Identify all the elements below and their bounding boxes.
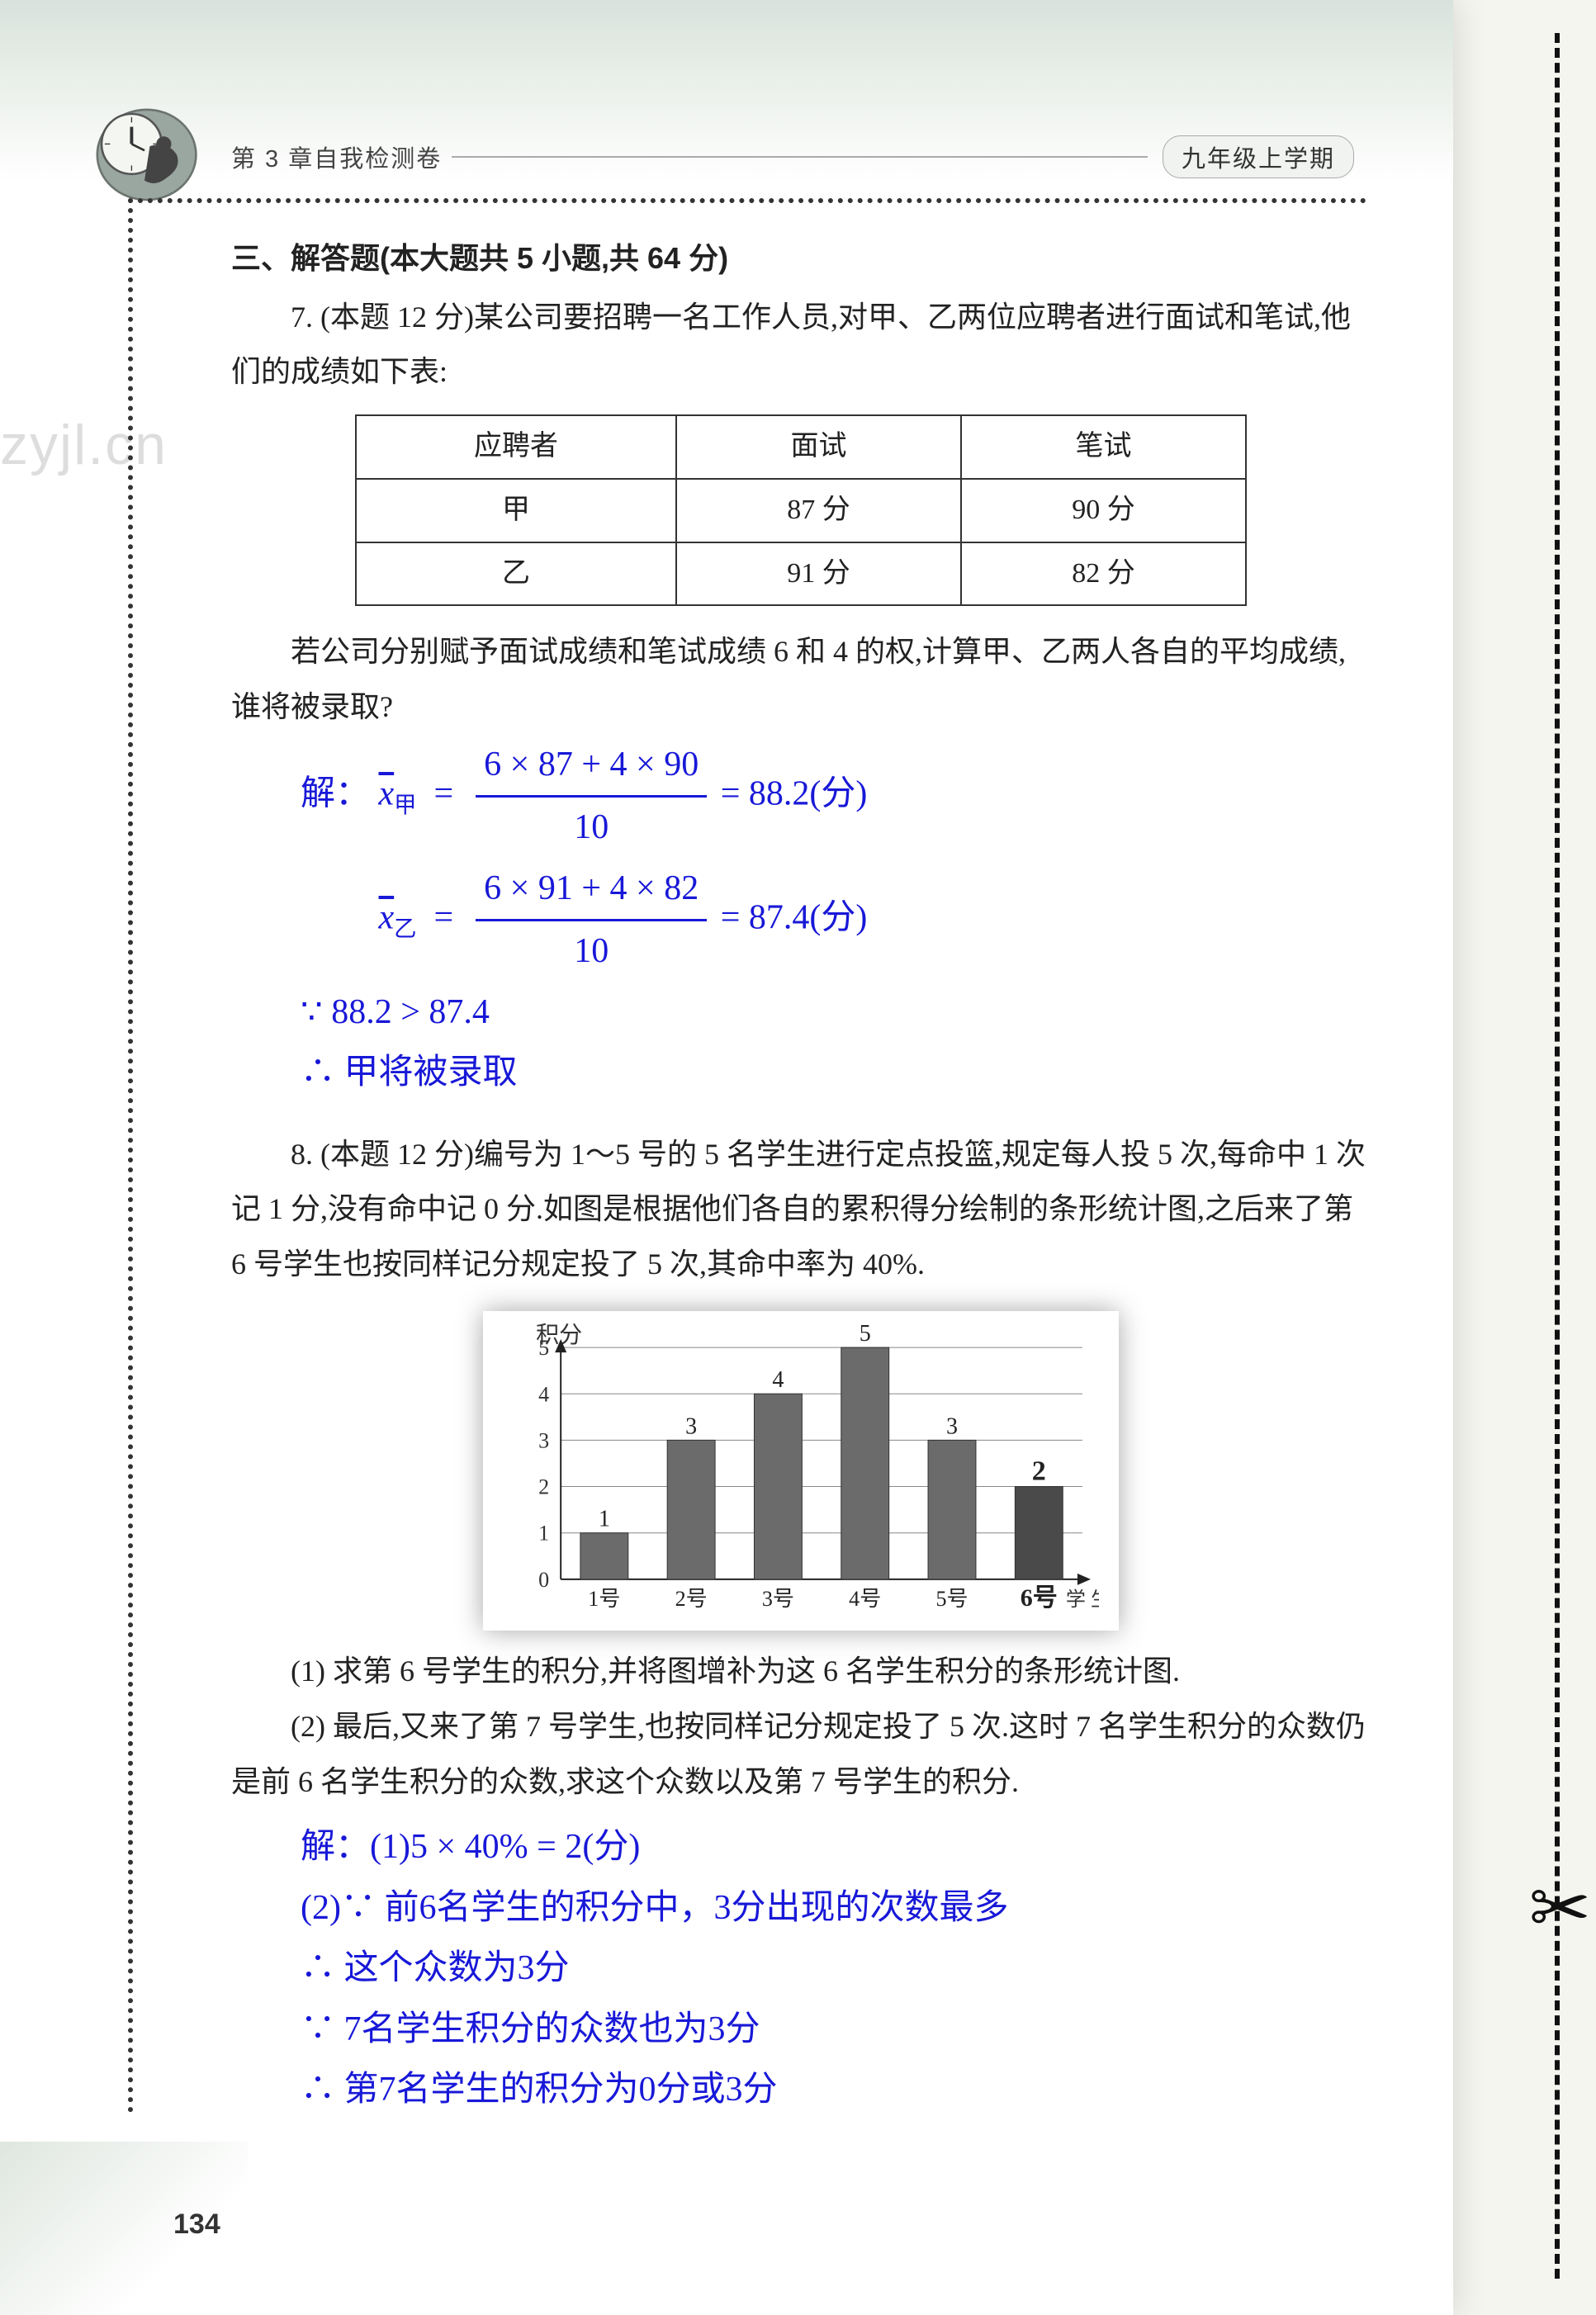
xbar: x bbox=[379, 774, 395, 812]
svg-text:4: 4 bbox=[772, 1368, 784, 1394]
answer-line: 解： x乙 = 6 × 91 + 4 × 82 10 = 87.4(分) bbox=[301, 859, 1371, 982]
table-row: 甲 87 分 90 分 bbox=[356, 479, 1246, 542]
xbar: x bbox=[379, 898, 395, 936]
answer-rhs: = 87.4(分) bbox=[721, 898, 868, 936]
section-3-title: 三、解答题(本大题共 5 小题,共 64 分) bbox=[231, 231, 1371, 286]
svg-text:1: 1 bbox=[538, 1522, 549, 1546]
q7-table: 应聘者 面试 笔试 甲 87 分 90 分 乙 91 分 82 分 bbox=[355, 414, 1247, 607]
subscript: 甲 bbox=[394, 793, 416, 817]
header-divider bbox=[452, 156, 1148, 158]
q8-sub2: (2) 最后,又来了第 7 号学生,也按同样记分规定投了 5 次.这时 7 名学… bbox=[231, 1699, 1371, 1809]
page: 第 3 章自我检测卷 九年级上学期 zyjl.cn 三、解答题(本大题共 5 小… bbox=[0, 0, 1453, 2315]
q7-answer: 解： x甲 = 6 × 87 + 4 × 90 10 = 88.2(分) 解： … bbox=[231, 735, 1371, 1104]
denominator: 10 bbox=[476, 921, 707, 982]
answer-prefix: 解： bbox=[301, 774, 370, 812]
bar-chart-svg: 积分01234511号32号43号54号35号26号学生编号 bbox=[503, 1323, 1099, 1621]
table-row: 乙 91 分 82 分 bbox=[356, 542, 1246, 606]
answer-line: 解：(1)5 × 40% = 2(分) bbox=[301, 1817, 1371, 1878]
table-row: 应聘者 面试 笔试 bbox=[356, 415, 1246, 479]
table-cell: 90 分 bbox=[961, 479, 1246, 542]
fraction: 6 × 87 + 4 × 90 10 bbox=[476, 735, 707, 859]
svg-text:3: 3 bbox=[946, 1414, 958, 1440]
svg-text:4: 4 bbox=[538, 1383, 549, 1407]
answer-line: ∴ 甲将被录取 bbox=[301, 1043, 1371, 1104]
svg-text:3: 3 bbox=[538, 1429, 549, 1453]
grade-badge: 九年级上学期 bbox=[1163, 135, 1354, 178]
q8-stem: 8. (本题 12 分)编号为 1～5 号的 5 名学生进行定点投篮,规定每人投… bbox=[231, 1127, 1371, 1292]
table-header: 应聘者 bbox=[356, 415, 676, 479]
table-cell: 87 分 bbox=[676, 479, 961, 542]
q8-chart: 积分01234511号32号43号54号35号26号学生编号 bbox=[483, 1311, 1119, 1631]
answer-line: ∵ 7名学生积分的众数也为3分 bbox=[301, 2000, 1371, 2061]
svg-text:5: 5 bbox=[860, 1323, 871, 1347]
svg-text:4号: 4号 bbox=[849, 1587, 881, 1611]
numerator: 6 × 91 + 4 × 82 bbox=[476, 859, 707, 922]
svg-text:5: 5 bbox=[538, 1337, 549, 1361]
table-cell: 91 分 bbox=[676, 542, 961, 606]
header-row: 第 3 章自我检测卷 九年级上学期 bbox=[91, 103, 1354, 211]
watermark: zyjl.cn bbox=[0, 413, 168, 477]
table-cell: 乙 bbox=[356, 542, 676, 606]
clock-runner-icon bbox=[91, 103, 198, 211]
scissors-icon: ✂ bbox=[1529, 1865, 1591, 1952]
numerator: 6 × 87 + 4 × 90 bbox=[476, 735, 707, 798]
answer-line: ∵ 88.2 > 87.4 bbox=[301, 982, 1371, 1044]
svg-text:2号: 2号 bbox=[675, 1587, 708, 1611]
svg-text:2: 2 bbox=[1032, 1456, 1046, 1487]
q7-stem-1: 7. (本题 12 分)某公司要招聘一名工作人员,对甲、乙两位应聘者进行面试和笔… bbox=[231, 290, 1371, 400]
content-area: 三、解答题(本大题共 5 小题,共 64 分) 7. (本题 12 分)某公司要… bbox=[231, 231, 1371, 2121]
table-cell: 甲 bbox=[356, 479, 676, 542]
answer-line: (2)∵ 前6名学生的积分中，3分出现的次数最多 bbox=[301, 1878, 1371, 1939]
svg-text:3号: 3号 bbox=[762, 1587, 794, 1611]
dotted-left-border bbox=[128, 198, 133, 2114]
answer-line: ∴ 第7名学生的积分为0分或3分 bbox=[301, 2060, 1371, 2121]
q7-stem-2: 若公司分别赋予面试成绩和笔试成绩 6 和 4 的权,计算甲、乙两人各自的平均成绩… bbox=[231, 624, 1371, 734]
answer-rhs: = 88.2(分) bbox=[721, 774, 868, 812]
svg-text:2: 2 bbox=[538, 1475, 549, 1499]
chapter-title: 第 3 章自我检测卷 bbox=[231, 140, 442, 174]
table-cell: 82 分 bbox=[961, 542, 1246, 606]
subscript: 乙 bbox=[394, 916, 416, 941]
svg-text:5号: 5号 bbox=[935, 1587, 968, 1611]
table-header: 笔试 bbox=[961, 415, 1246, 479]
fraction: 6 × 91 + 4 × 82 10 bbox=[476, 859, 707, 982]
svg-text:1号: 1号 bbox=[588, 1587, 620, 1611]
answer-line: 解： x甲 = 6 × 87 + 4 × 90 10 = 88.2(分) bbox=[301, 735, 1371, 859]
svg-text:1: 1 bbox=[599, 1507, 610, 1532]
page-number: 134 bbox=[173, 2208, 220, 2241]
table-header: 面试 bbox=[676, 415, 961, 479]
svg-text:3: 3 bbox=[685, 1414, 697, 1440]
svg-text:学生编号: 学生编号 bbox=[1066, 1588, 1099, 1611]
svg-text:0: 0 bbox=[538, 1568, 549, 1592]
q8-sub1: (1) 求第 6 号学生的积分,并将图增补为这 6 名学生积分的条形统计图. bbox=[231, 1644, 1371, 1699]
svg-text:6号: 6号 bbox=[1021, 1584, 1058, 1612]
q8-answer: 解：(1)5 × 40% = 2(分) (2)∵ 前6名学生的积分中，3分出现的… bbox=[231, 1817, 1371, 2121]
answer-line: ∴ 这个众数为3分 bbox=[301, 1939, 1371, 2000]
dotted-top-border bbox=[128, 198, 1366, 203]
denominator: 10 bbox=[476, 798, 707, 859]
